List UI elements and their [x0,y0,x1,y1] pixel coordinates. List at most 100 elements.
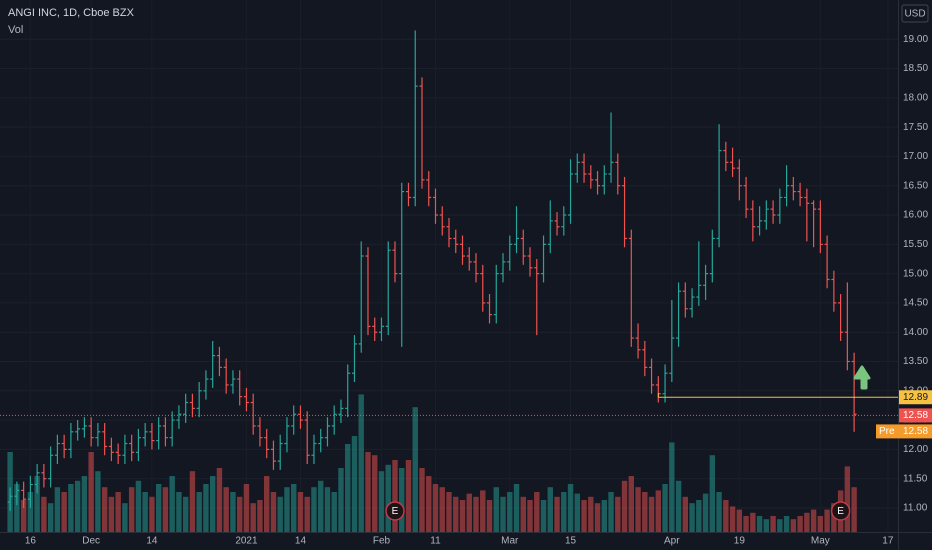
y-tick-label: 18.50 [903,63,928,74]
currency-box[interactable] [901,4,929,23]
volume-bar [648,496,655,532]
volume-bar [446,492,452,532]
volume-bar [263,476,270,532]
volume-bar [540,500,547,532]
volume-bar [223,487,229,532]
volume-bar [95,471,101,532]
volume-bar [162,487,169,532]
volume-bar [770,516,776,532]
volume-bar [243,484,250,532]
y-tick-label: 18.00 [903,92,928,103]
volume-bar [810,509,817,532]
volume-bar [122,503,128,532]
volume-bar [804,512,810,532]
y-tick-label: 14.50 [903,298,928,309]
volume-bar [203,484,209,532]
volume-bar [135,480,142,532]
volume-bar [155,484,162,532]
volume-bar [81,476,88,532]
volume-bar [642,492,648,532]
volume-bar [169,476,175,532]
premarket-box [876,424,932,439]
volume-bar [419,468,425,532]
volume-bar [844,466,851,532]
volume-bar [696,500,702,532]
volume-bar [797,516,803,532]
volume-bar [459,500,466,532]
volume-bar [399,468,405,532]
volume-bar [669,442,675,532]
volume-bar [486,500,493,532]
volume-bar [149,496,155,532]
volume-bar [115,492,121,532]
volume-bar [615,496,621,532]
volume-bar [594,503,601,532]
x-tick-label: 11 [430,536,441,547]
volume-bar [230,492,236,532]
volume-bar [257,500,263,532]
volume-bar [743,516,749,532]
x-tick-label: 14 [146,536,158,547]
volume-bar [635,487,641,532]
volume-bar [554,496,560,532]
y-tick-label: 17.00 [903,151,928,162]
earnings-marker [830,501,851,521]
volume-bar [250,503,256,532]
volume-bar [20,500,27,532]
y-tick-label: 15.00 [903,268,928,279]
volume-bar [128,487,135,532]
last-price-label: 12.58 [903,410,928,421]
price-level-box [899,390,932,405]
y-tick-label: 16.00 [903,210,928,221]
volume-bar [345,444,351,532]
volume-bar [689,503,695,532]
volume-bar [297,492,304,532]
volume-bar [473,496,479,532]
y-tick-label: 11.50 [903,473,928,484]
axes: 11.0011.5012.0012.5013.0013.5014.0014.50… [25,34,932,547]
x-tick-label: Dec [82,536,100,547]
volume-bar [142,492,148,532]
volume-bar [27,492,34,532]
volume-bar [365,452,371,532]
price-pane [7,30,857,511]
volume-bar [763,519,770,532]
volume-bar [655,490,662,532]
volume-bar [41,496,47,532]
volume-bar [270,492,277,532]
volume-bar [662,484,668,532]
volume-bar [500,496,506,532]
volume-bar [311,487,317,532]
volume-bar [338,468,344,532]
x-tick-label: 2021 [235,536,258,547]
y-tick-label: 14.00 [903,327,928,338]
volume-bar [851,487,857,532]
arrow-annotation [853,365,871,390]
x-tick-label: 16 [25,536,37,547]
volume-bar [378,471,385,532]
volume-bar [716,492,722,532]
y-tick-label: 17.50 [903,122,928,133]
volume-bar [209,476,216,532]
y-tick-label: 15.50 [903,239,928,250]
volume-bar [318,480,324,532]
volume-bar [236,496,243,532]
earnings-marker [385,501,405,521]
volume-bar [608,492,614,532]
volume-bar [74,480,81,532]
x-tick-label: 17 [882,536,894,547]
volume-bar [756,516,763,532]
volume-bar [493,487,499,532]
volume-bar [709,455,716,532]
volume-bar [588,496,594,532]
volume-bar [547,487,553,532]
currency[interactable]: USD [904,9,925,20]
volume-bar [750,512,756,532]
x-tick-label: Mar [501,536,519,547]
volume-bar [783,516,790,532]
x-tick-label: 15 [565,536,577,547]
price-level-label: 12.89 [903,392,928,403]
volume-bar [601,500,607,532]
y-tick-label: 13.50 [903,356,928,367]
